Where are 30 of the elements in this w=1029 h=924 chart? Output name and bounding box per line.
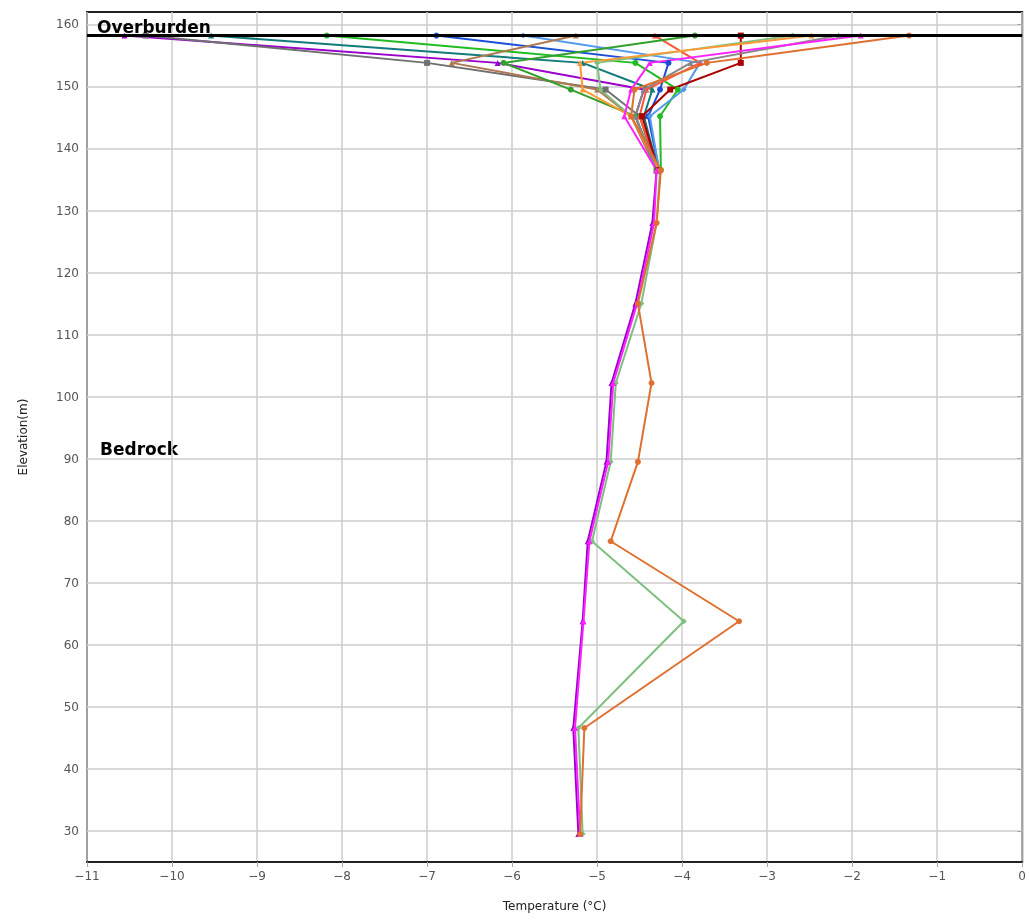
x-tick-label: −5 xyxy=(588,869,606,883)
x-tick-label: −8 xyxy=(333,869,351,883)
y-tick-label: 100 xyxy=(56,389,79,404)
x-tick-label: −6 xyxy=(503,869,521,883)
y-axis-title: Elevation(m) xyxy=(16,398,30,476)
y-tick-label: 70 xyxy=(63,575,79,590)
ref-line-label: Overburden xyxy=(97,17,211,38)
x-tick-label: −2 xyxy=(843,869,861,883)
y-tick-label: 150 xyxy=(56,79,79,94)
y-tick-label: 40 xyxy=(63,761,79,776)
x-axis-title: Temperature (°C) xyxy=(501,899,607,913)
x-tick-label: −11 xyxy=(74,869,100,883)
y-tick-label: 90 xyxy=(63,451,79,466)
x-tick-label: −3 xyxy=(758,869,776,883)
x-tick-label: −7 xyxy=(418,869,436,883)
y-tick-label: 120 xyxy=(56,265,79,280)
y-tick-label: 130 xyxy=(56,203,79,218)
x-tick-label: −9 xyxy=(248,869,266,883)
y-tick-label: 50 xyxy=(63,699,79,714)
y-tick-label: 30 xyxy=(63,823,79,838)
y-tick-label: 80 xyxy=(63,513,79,528)
annotation: Bedrock xyxy=(100,438,179,459)
y-tick-label: 140 xyxy=(56,141,79,156)
x-tick-label: 0 xyxy=(1018,869,1026,883)
x-tick-label: −4 xyxy=(673,869,691,883)
x-tick-label: −1 xyxy=(928,869,947,883)
y-tick-label: 60 xyxy=(63,637,79,652)
x-tick-label: −10 xyxy=(159,869,185,883)
y-tick-label: 160 xyxy=(56,17,79,32)
y-tick-label: 110 xyxy=(56,327,79,342)
